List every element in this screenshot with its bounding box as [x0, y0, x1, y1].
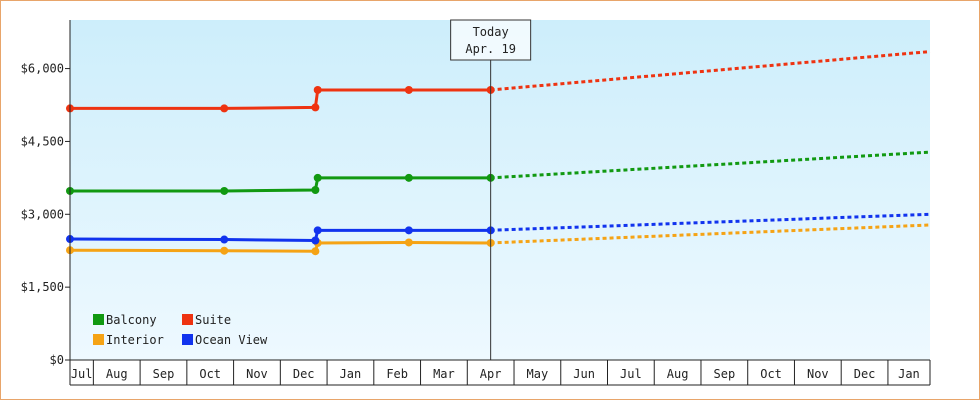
projection-line — [490, 50, 931, 92]
legend-label: Suite — [195, 313, 231, 327]
legend-swatch — [182, 314, 193, 325]
data-point — [311, 103, 320, 112]
legend-label: Ocean View — [195, 333, 268, 347]
series-line — [69, 240, 491, 253]
today-box — [450, 19, 532, 61]
projection-line — [490, 212, 931, 232]
legend: Balcony Suite Interior Ocean View — [93, 313, 268, 347]
legend-label: Balcony — [106, 313, 157, 327]
x-tick-label: Jun — [573, 367, 595, 381]
projection-line — [490, 150, 931, 180]
data-point — [313, 226, 322, 235]
data-point — [220, 104, 229, 113]
axes: $0 $1,500 $3,000 $4,500 $6,000 Jul Aug Sep Oct No… — [21, 20, 931, 386]
x-tick-label: Sep — [153, 367, 175, 381]
y-tick-label: $6,000 — [21, 62, 64, 76]
x-tick-label: Mar — [433, 367, 455, 381]
x-tick-label: Apr — [480, 367, 502, 381]
series-line — [70, 176, 491, 193]
data-point — [220, 235, 229, 244]
x-tick-label: Jan — [898, 367, 920, 381]
data-point — [220, 186, 229, 195]
legend-swatch — [182, 334, 193, 345]
x-tick-label: May — [527, 367, 549, 381]
data-point — [313, 173, 322, 182]
y-tick-label: $3,000 — [21, 207, 64, 221]
data-point — [404, 226, 413, 235]
x-tick-label: Nov — [807, 367, 829, 381]
legend-swatch — [93, 334, 104, 345]
x-tick-label: Sep — [714, 367, 736, 381]
x-tick-label: Nov — [246, 367, 268, 381]
x-tick-label: Dec — [854, 367, 876, 381]
data-point — [220, 246, 229, 255]
x-tick-label: Oct — [760, 367, 782, 381]
series-line — [69, 228, 491, 243]
data-point — [404, 173, 413, 182]
data-point — [404, 238, 413, 247]
data-point — [404, 85, 413, 94]
x-tick-label: Dec — [293, 367, 315, 381]
x-tick-label: Jul — [71, 367, 93, 381]
x-tick-label: Aug — [667, 367, 689, 381]
today-date-label: Apr. 19 — [465, 42, 516, 56]
legend-label: Interior — [106, 333, 164, 347]
data-point — [311, 186, 320, 194]
legend-swatch — [93, 314, 104, 325]
y-tick-label: $1,500 — [21, 280, 64, 294]
data-point — [311, 236, 320, 245]
x-tick-label: Jan — [340, 367, 362, 381]
x-tick-label: Feb — [386, 367, 408, 381]
data-point — [311, 247, 320, 256]
today-label: Today — [473, 25, 509, 39]
projection-lines — [490, 50, 931, 245]
x-tick-label: Oct — [199, 367, 221, 381]
data-point — [313, 85, 322, 94]
x-tick-label: Aug — [106, 367, 128, 381]
today-marker: Today Apr. 19 — [450, 19, 532, 360]
y-tick-label: $0 — [50, 353, 64, 367]
projection-line — [490, 223, 931, 245]
y-tick-label: $4,500 — [21, 134, 64, 148]
series-line — [70, 88, 491, 110]
x-tick-label: Jul — [620, 367, 642, 381]
